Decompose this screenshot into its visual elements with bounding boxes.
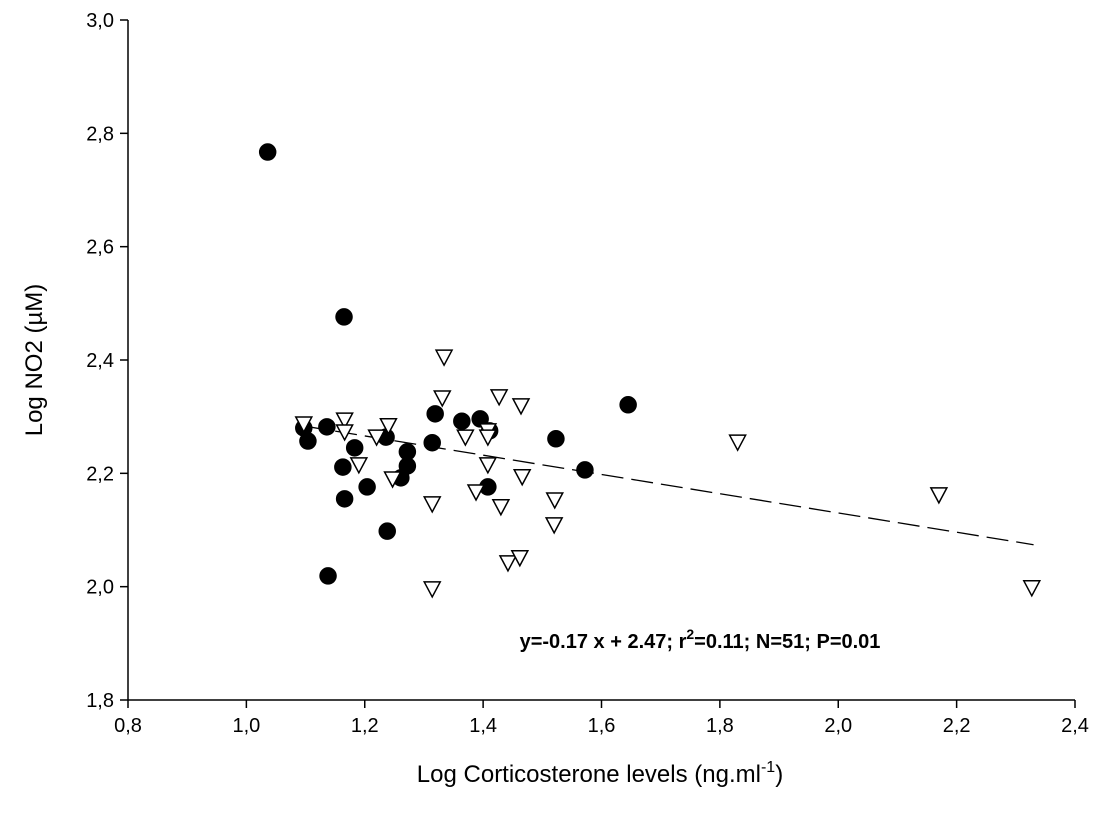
point (434, 349, 454, 367)
point (335, 424, 354, 442)
y-axis-title: Log NO2 (µM) (21, 284, 48, 437)
point (489, 389, 509, 407)
y-tick-label: 1,8 (86, 690, 114, 712)
y-tick-label: 2,6 (86, 237, 114, 259)
x-axis-title-sup: -1 (761, 759, 775, 776)
point (345, 439, 364, 457)
point (319, 567, 337, 585)
point (426, 405, 444, 423)
point (576, 461, 594, 479)
point (510, 550, 530, 568)
point (511, 398, 531, 416)
fit-line (305, 425, 1034, 546)
point (545, 492, 564, 510)
point (334, 458, 352, 476)
point (619, 396, 637, 414)
point (335, 308, 353, 326)
x-tick-label: 1,2 (351, 715, 379, 737)
point (491, 499, 511, 517)
x-tick-label: 2,4 (1061, 715, 1089, 737)
point (258, 143, 277, 161)
point (299, 432, 317, 450)
annotation: y=-0.17 x + 2.47; r2=0.11; N=51; P=0.01 (520, 626, 881, 653)
point (422, 581, 442, 599)
point (1022, 580, 1042, 598)
point (512, 468, 532, 487)
y-tick-label: 2,4 (86, 350, 114, 372)
point (422, 496, 442, 514)
point (318, 418, 336, 436)
x-tick-label: 1,8 (706, 715, 734, 737)
x-axis-title-text: Log Corticosterone levels (ng.ml (417, 761, 761, 788)
point (367, 429, 386, 447)
point (456, 429, 475, 447)
point (358, 478, 376, 496)
point (335, 412, 354, 430)
point (433, 390, 452, 408)
x-tick-label: 2,0 (824, 715, 852, 737)
point (349, 457, 369, 475)
point (478, 457, 498, 475)
annotation-sup: 2 (686, 626, 694, 642)
point (471, 410, 489, 428)
point (294, 416, 314, 434)
point (378, 522, 396, 540)
y-tick-label: 2,2 (86, 463, 114, 485)
point (544, 517, 564, 535)
point (728, 434, 747, 452)
x-tick-label: 0,8 (114, 715, 142, 737)
y-tick-label: 3,0 (86, 10, 114, 32)
point (929, 487, 949, 505)
point (453, 412, 471, 430)
x-axis-title-text: ) (775, 761, 783, 788)
x-tick-label: 1,4 (469, 715, 497, 737)
point (547, 430, 565, 448)
point (498, 555, 518, 573)
x-tick-label: 2,2 (943, 715, 971, 737)
y-tick-label: 2,8 (86, 123, 114, 145)
x-tick-label: 1,0 (232, 715, 260, 737)
annotation-text: =0.11; N=51; P=0.01 (694, 631, 880, 653)
point (466, 484, 486, 502)
point (398, 457, 417, 475)
point (335, 490, 354, 508)
x-tick-label: 1,6 (588, 715, 616, 737)
point (379, 417, 398, 436)
y-tick-label: 2,0 (86, 577, 114, 599)
point (478, 429, 498, 447)
point (383, 471, 402, 489)
point (423, 433, 441, 452)
x-axis-title: Log Corticosterone levels (ng.ml-1) (417, 759, 783, 788)
annotation-text: y=-0.17 x + 2.47; r (520, 631, 687, 653)
